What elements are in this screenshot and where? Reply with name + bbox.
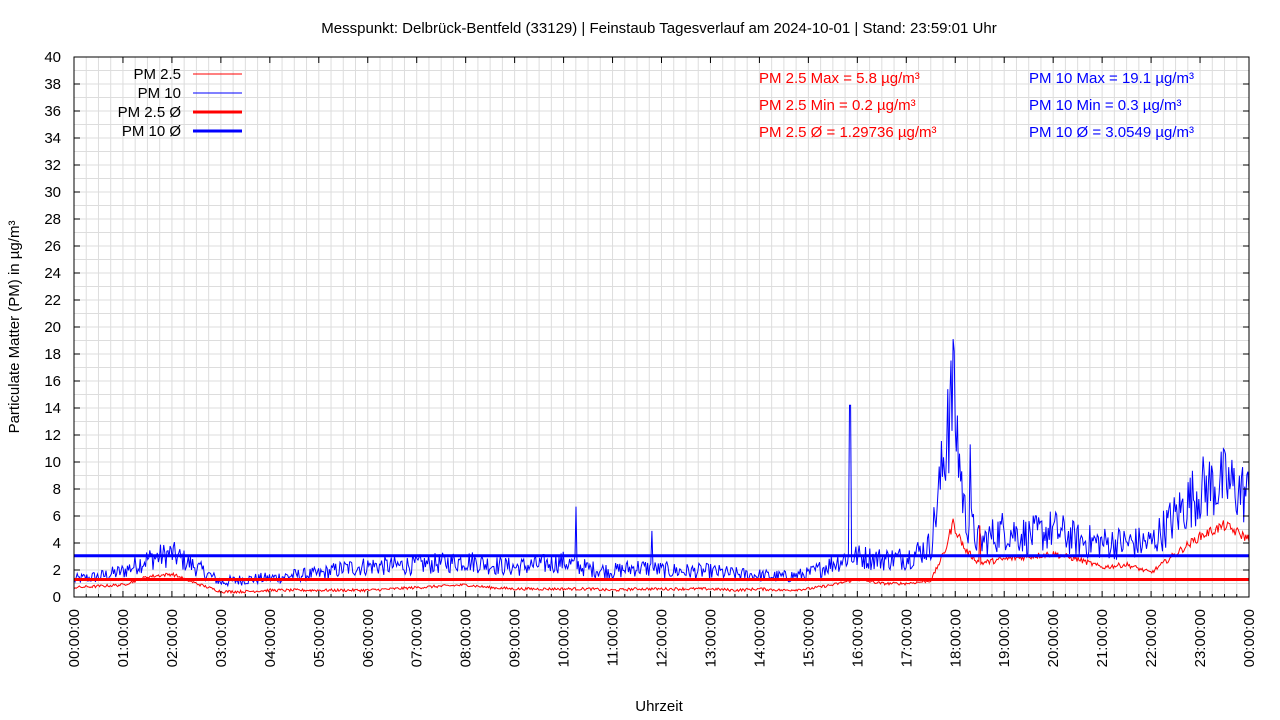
y-tick-label: 36 bbox=[44, 103, 61, 120]
y-tick-label: 4 bbox=[53, 535, 61, 552]
legend-label: PM 2.5 Ø bbox=[118, 104, 182, 121]
x-tick-label: 00:00:00 bbox=[66, 609, 83, 667]
y-tick-label: 12 bbox=[44, 427, 61, 444]
y-tick-label: 34 bbox=[44, 130, 61, 147]
x-axis-label: Uhrzeit bbox=[635, 698, 683, 715]
series-layer bbox=[73, 339, 1250, 595]
x-tick-label: 11:00:00 bbox=[605, 609, 622, 666]
y-tick-label: 18 bbox=[44, 346, 61, 363]
y-tick-label: 30 bbox=[44, 184, 61, 201]
y-axis-label: Particulate Matter (PM) in µg/m³ bbox=[6, 221, 23, 434]
y-tick-label: 0 bbox=[53, 589, 61, 606]
y-tick-label: 8 bbox=[53, 481, 61, 498]
legend-label: PM 10 bbox=[138, 85, 181, 102]
x-tick-label: 10:00:00 bbox=[556, 609, 573, 667]
stat-annotation: PM 10 Min = 0.3 µg/m³ bbox=[1029, 97, 1181, 114]
x-tick-label: 04:00:00 bbox=[262, 609, 279, 667]
series-line-pm-2-5 bbox=[73, 518, 1250, 595]
x-tick-label: 20:00:00 bbox=[1045, 609, 1062, 667]
x-tick-label: 19:00:00 bbox=[996, 609, 1013, 667]
y-tick-label: 22 bbox=[44, 292, 61, 309]
x-tick-label: 00:00:00 bbox=[1241, 609, 1258, 667]
x-tick-label: 05:00:00 bbox=[311, 609, 328, 667]
y-tick-label: 16 bbox=[44, 373, 61, 390]
legend: PM 2.5 PM 10 PM 2.5 Ø PM 10 Ø bbox=[118, 66, 242, 140]
x-tick-label: 21:00:00 bbox=[1094, 609, 1111, 667]
stat-annotation: PM 10 Ø = 3.0549 µg/m³ bbox=[1029, 124, 1194, 141]
stats-annotations: PM 2.5 Max = 5.8 µg/m³ PM 2.5 Min = 0.2 µ… bbox=[759, 70, 1194, 141]
y-tick-label: 2 bbox=[53, 562, 61, 579]
x-tick-label: 12:00:00 bbox=[654, 609, 671, 667]
axis-ticks: 024681012141618202224262830323436384000:… bbox=[44, 49, 1258, 667]
stat-annotation: PM 2.5 Max = 5.8 µg/m³ bbox=[759, 70, 920, 87]
series-line-pm-10 bbox=[73, 339, 1250, 588]
x-tick-label: 17:00:00 bbox=[898, 609, 915, 667]
y-tick-label: 28 bbox=[44, 211, 61, 228]
x-tick-label: 09:00:00 bbox=[507, 609, 524, 667]
x-tick-label: 06:00:00 bbox=[360, 609, 377, 667]
x-tick-label: 08:00:00 bbox=[458, 609, 475, 667]
x-tick-label: 02:00:00 bbox=[164, 609, 181, 667]
x-tick-label: 03:00:00 bbox=[213, 609, 230, 667]
x-tick-label: 01:00:00 bbox=[115, 609, 132, 667]
y-tick-label: 14 bbox=[44, 400, 61, 417]
x-tick-label: 14:00:00 bbox=[751, 609, 768, 667]
x-tick-label: 07:00:00 bbox=[409, 609, 426, 667]
x-tick-label: 15:00:00 bbox=[800, 609, 817, 667]
y-tick-label: 40 bbox=[44, 49, 61, 66]
x-tick-label: 18:00:00 bbox=[947, 609, 964, 667]
x-tick-label: 23:00:00 bbox=[1192, 609, 1209, 667]
stat-annotation: PM 10 Max = 19.1 µg/m³ bbox=[1029, 70, 1194, 87]
x-tick-label: 22:00:00 bbox=[1143, 609, 1160, 667]
x-tick-label: 16:00:00 bbox=[849, 609, 866, 667]
y-tick-label: 38 bbox=[44, 76, 61, 93]
legend-label: PM 10 Ø bbox=[122, 123, 182, 140]
y-tick-label: 26 bbox=[44, 238, 61, 255]
y-tick-label: 6 bbox=[53, 508, 61, 525]
chart-title: Messpunkt: Delbrück-Bentfeld (33129) | F… bbox=[321, 20, 996, 37]
x-tick-label: 13:00:00 bbox=[702, 609, 719, 667]
y-tick-label: 32 bbox=[44, 157, 61, 174]
y-tick-label: 10 bbox=[44, 454, 61, 471]
stat-annotation: PM 2.5 Ø = 1.29736 µg/m³ bbox=[759, 124, 936, 141]
legend-label: PM 2.5 bbox=[133, 66, 181, 83]
stat-annotation: PM 2.5 Min = 0.2 µg/m³ bbox=[759, 97, 916, 114]
y-tick-label: 24 bbox=[44, 265, 61, 282]
y-tick-label: 20 bbox=[44, 319, 61, 336]
